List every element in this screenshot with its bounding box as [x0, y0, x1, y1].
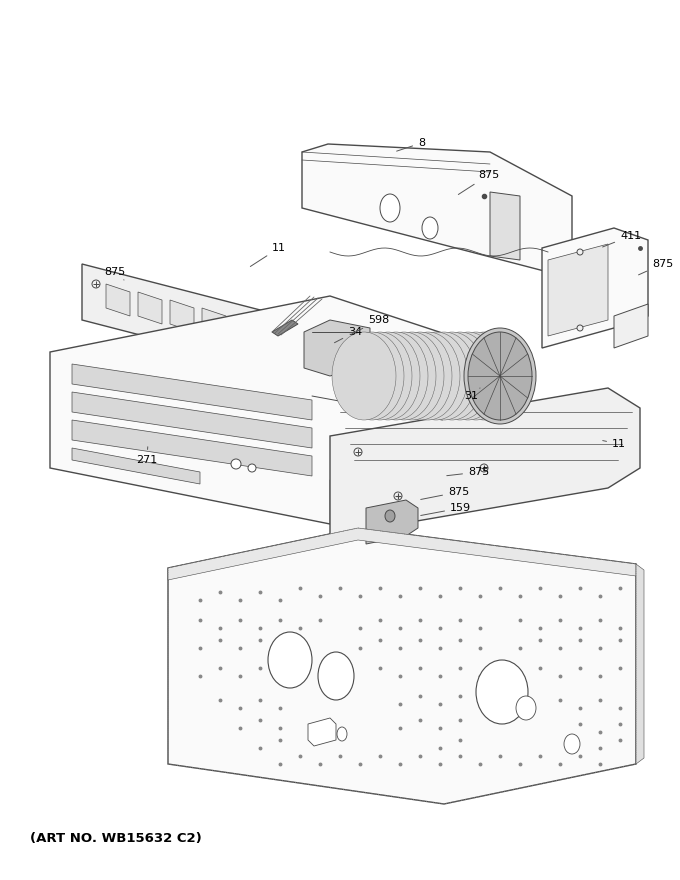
Ellipse shape	[516, 696, 536, 720]
Ellipse shape	[364, 332, 428, 420]
Text: 11: 11	[602, 439, 626, 449]
Text: 271: 271	[136, 447, 157, 465]
Polygon shape	[170, 300, 194, 332]
Polygon shape	[50, 296, 500, 524]
Polygon shape	[330, 476, 348, 524]
Polygon shape	[490, 192, 520, 260]
Text: 159: 159	[421, 503, 471, 516]
Polygon shape	[636, 564, 644, 764]
Polygon shape	[106, 284, 130, 316]
Ellipse shape	[356, 332, 420, 420]
Ellipse shape	[337, 727, 347, 741]
Ellipse shape	[268, 632, 312, 688]
Text: 34: 34	[335, 327, 362, 342]
Polygon shape	[614, 304, 648, 348]
Text: 875: 875	[447, 467, 489, 477]
Ellipse shape	[468, 332, 532, 420]
Ellipse shape	[348, 332, 412, 420]
Text: 411: 411	[602, 231, 641, 247]
Ellipse shape	[420, 332, 484, 420]
Polygon shape	[308, 718, 336, 746]
Ellipse shape	[464, 328, 536, 424]
Polygon shape	[72, 364, 312, 420]
Ellipse shape	[468, 332, 532, 420]
Ellipse shape	[318, 652, 354, 700]
Polygon shape	[72, 392, 312, 448]
Text: 875: 875	[458, 170, 499, 194]
Polygon shape	[330, 388, 640, 536]
Ellipse shape	[231, 459, 241, 469]
Polygon shape	[304, 320, 370, 376]
Ellipse shape	[452, 332, 516, 420]
Ellipse shape	[476, 660, 528, 724]
Text: 598: 598	[350, 315, 389, 334]
Polygon shape	[366, 500, 418, 544]
Text: 875: 875	[104, 267, 125, 280]
Text: 875: 875	[639, 259, 673, 275]
Polygon shape	[302, 144, 572, 272]
Ellipse shape	[396, 332, 460, 420]
Ellipse shape	[480, 464, 488, 472]
Ellipse shape	[372, 332, 436, 420]
Ellipse shape	[385, 510, 395, 522]
Ellipse shape	[412, 332, 476, 420]
Ellipse shape	[577, 325, 583, 331]
Polygon shape	[82, 264, 268, 368]
Ellipse shape	[436, 332, 500, 420]
Polygon shape	[542, 228, 648, 348]
Polygon shape	[72, 420, 312, 476]
Ellipse shape	[380, 332, 444, 420]
Ellipse shape	[340, 332, 404, 420]
Polygon shape	[168, 528, 636, 804]
Ellipse shape	[92, 280, 100, 288]
Ellipse shape	[428, 332, 492, 420]
Ellipse shape	[248, 464, 256, 472]
Ellipse shape	[380, 194, 400, 222]
Ellipse shape	[564, 734, 580, 754]
Polygon shape	[272, 320, 298, 336]
Polygon shape	[168, 528, 636, 580]
Ellipse shape	[394, 492, 402, 500]
Text: 11: 11	[250, 243, 286, 267]
Ellipse shape	[388, 332, 452, 420]
Ellipse shape	[444, 332, 508, 420]
Polygon shape	[234, 316, 258, 348]
Polygon shape	[202, 308, 226, 340]
Text: 31: 31	[464, 388, 480, 401]
Polygon shape	[548, 244, 608, 336]
Text: 875: 875	[421, 487, 469, 500]
Ellipse shape	[422, 217, 438, 239]
Polygon shape	[138, 292, 162, 324]
Ellipse shape	[460, 332, 524, 420]
Polygon shape	[72, 448, 200, 484]
Text: 8: 8	[396, 138, 425, 151]
Text: (ART NO. WB15632 C2): (ART NO. WB15632 C2)	[30, 832, 202, 845]
Ellipse shape	[577, 249, 583, 255]
Ellipse shape	[404, 332, 468, 420]
Ellipse shape	[332, 332, 396, 420]
